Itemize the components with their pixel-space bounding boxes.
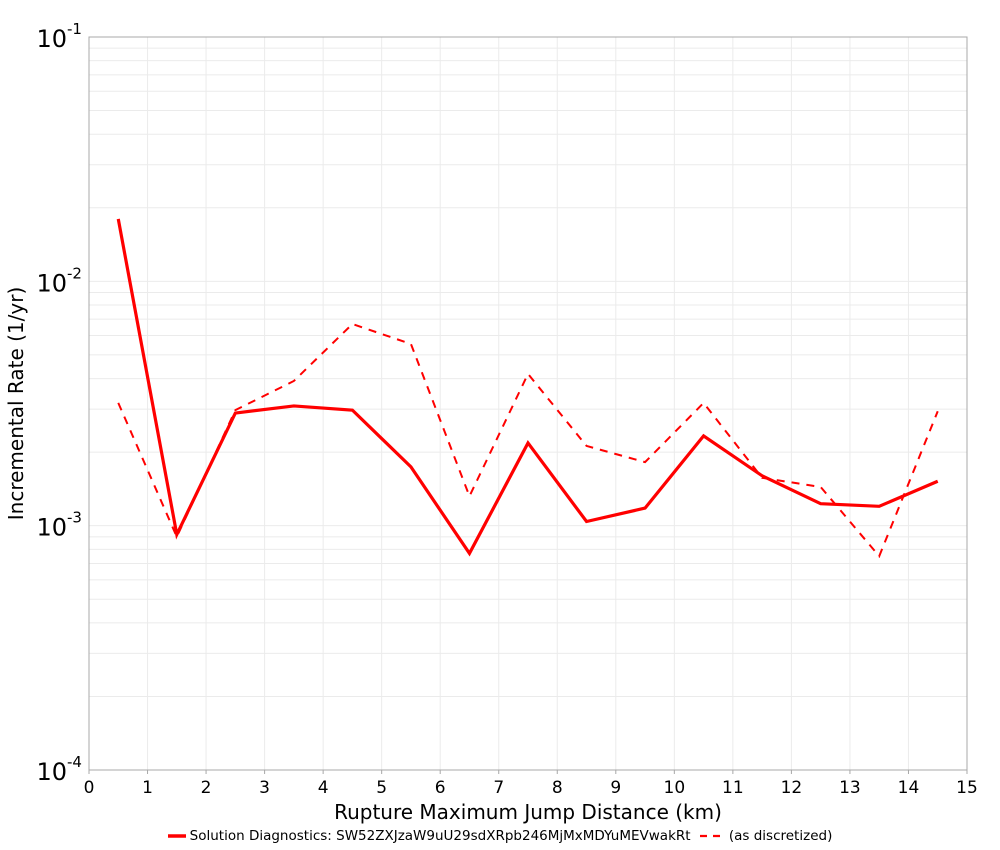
x-tick-label: 12 bbox=[781, 778, 803, 798]
legend-label-solution: Solution Diagnostics: SW52ZXJzaW9uU29sdX… bbox=[189, 828, 691, 844]
legend-label-discretized: (as discretized) bbox=[728, 828, 833, 844]
y-tick-label: 10 bbox=[36, 25, 67, 53]
legend-item-discretized: (as discretized) bbox=[699, 828, 832, 844]
x-tick-label: 4 bbox=[318, 778, 329, 798]
x-tick-label: 10 bbox=[664, 778, 686, 798]
y-axis-ticks: 10-110-210-310-4 bbox=[36, 20, 82, 786]
x-axis-ticks: 0 1 2 3 4 5 6 7 8 9 10 11 12 13 14 15 bbox=[84, 770, 978, 798]
x-tick-label: 5 bbox=[376, 778, 387, 798]
x-tick-label: 0 bbox=[84, 778, 95, 798]
x-tick-label: 14 bbox=[898, 778, 920, 798]
x-tick-label: 11 bbox=[722, 778, 744, 798]
x-axis-label: Rupture Maximum Jump Distance (km) bbox=[334, 800, 722, 824]
x-tick-label: 6 bbox=[435, 778, 446, 798]
legend: Solution Diagnostics: SW52ZXJzaW9uU29sdX… bbox=[0, 827, 1000, 844]
legend-item-solution: Solution Diagnostics: SW52ZXJzaW9uU29sdX… bbox=[167, 828, 691, 844]
x-tick-label: 7 bbox=[493, 778, 504, 798]
x-tick-label: 1 bbox=[142, 778, 153, 798]
y-tick-exponent: -1 bbox=[67, 20, 82, 38]
grid-lines bbox=[88, 37, 968, 771]
y-tick-label: 10 bbox=[36, 269, 67, 297]
y-tick-exponent: -3 bbox=[67, 509, 82, 527]
plot-frame bbox=[88, 36, 968, 771]
x-tick-label: 15 bbox=[956, 778, 978, 798]
series-line-solution bbox=[116, 218, 939, 557]
x-tick-label: 8 bbox=[552, 778, 563, 798]
y-axis-label: Incremental Rate (1/yr) bbox=[4, 287, 28, 520]
x-tick-label: 2 bbox=[201, 778, 212, 798]
x-tick-label: 3 bbox=[259, 778, 270, 798]
x-tick-label: 9 bbox=[610, 778, 621, 798]
y-tick-label: 10 bbox=[36, 758, 67, 786]
dashed-line-swatch-icon bbox=[699, 834, 725, 838]
y-tick-label: 10 bbox=[36, 514, 67, 542]
series-lines bbox=[116, 218, 939, 559]
y-tick-exponent: -4 bbox=[67, 753, 82, 771]
solid-line-swatch-icon bbox=[167, 834, 186, 838]
y-tick-exponent: -2 bbox=[67, 264, 82, 282]
x-tick-label: 13 bbox=[839, 778, 861, 798]
series-line-discretized bbox=[117, 322, 939, 559]
